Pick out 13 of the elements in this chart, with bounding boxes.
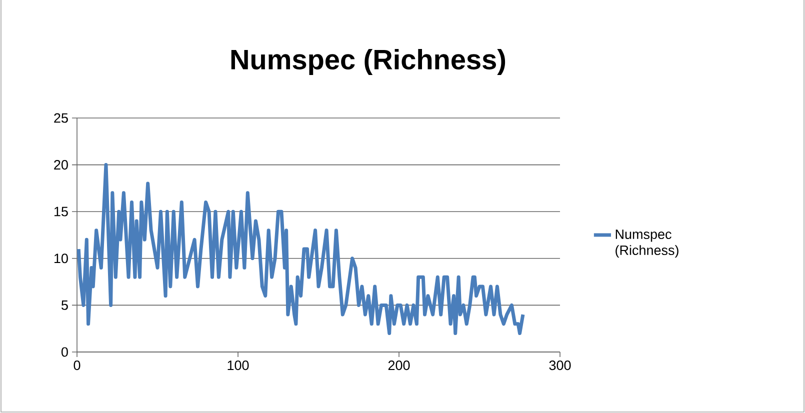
x-tick-label: 100: [228, 360, 249, 370]
x-tick-label: 300: [549, 360, 571, 370]
x-tick-label: 200: [388, 360, 410, 370]
y-tick-label: 25: [54, 113, 68, 123]
line-series: [77, 163, 525, 336]
y-tick-label: 5: [61, 300, 68, 310]
y-tick-label: 10: [54, 254, 68, 264]
x-tick-label: 0: [74, 360, 80, 370]
y-tick-label: 20: [54, 160, 68, 170]
legend-label: Numspec (Richness): [616, 230, 678, 258]
chart-title: Numspec (Richness): [231, 48, 506, 76]
y-tick-label: 15: [54, 206, 68, 216]
y-tick-label: 0: [61, 347, 68, 357]
